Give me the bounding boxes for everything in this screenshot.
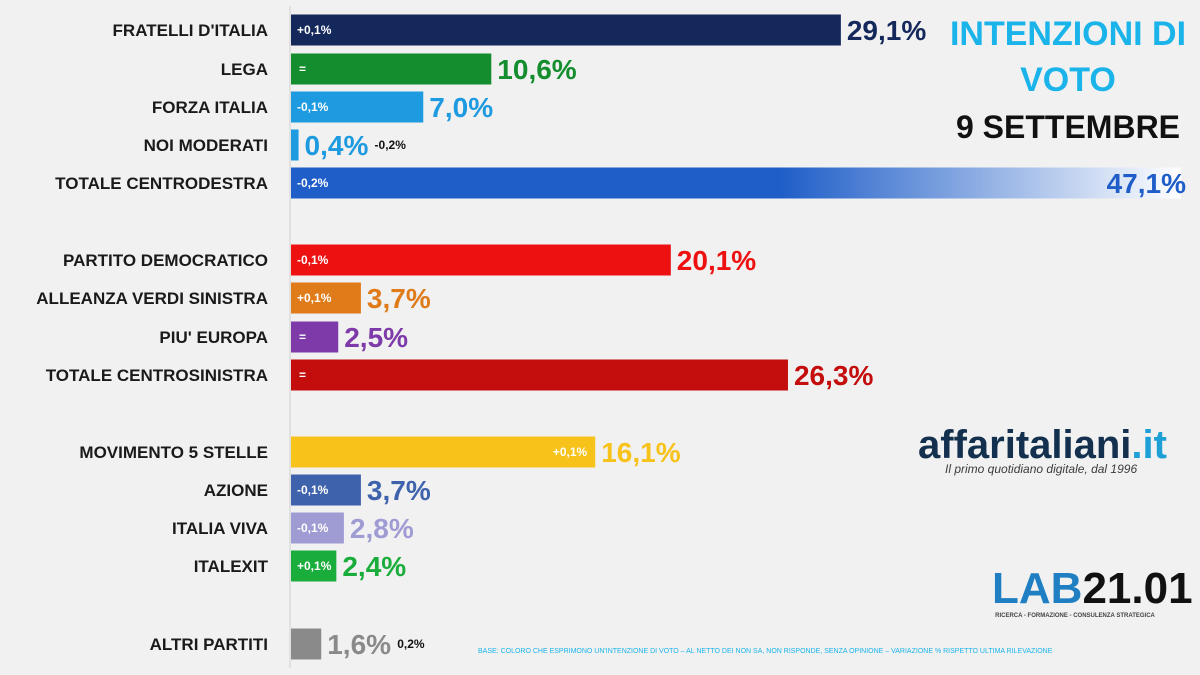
lab2101-logo-prefix: LAB — [992, 564, 1082, 613]
value-label: 2,4% — [342, 551, 406, 582]
bar — [291, 474, 361, 506]
affaritaliani-logo: affaritaliani.it — [918, 423, 1167, 467]
change-label: +0,1% — [553, 445, 588, 459]
affaritaliani-logo-main: affaritaliani — [918, 423, 1131, 467]
change-label: +0,1% — [297, 559, 332, 573]
change-label: +0,1% — [297, 291, 332, 305]
change-label: +0,1% — [297, 23, 332, 37]
category-label: PIU' EUROPA — [159, 328, 268, 347]
value-label: 7,0% — [429, 92, 493, 123]
category-label: ITALEXIT — [194, 557, 269, 576]
value-label: 2,5% — [344, 322, 408, 353]
survey-date: 9 SETTEMBRE — [956, 109, 1180, 145]
bar — [291, 53, 492, 85]
category-label: TOTALE CENTRODESTRA — [55, 174, 268, 193]
change-label: -0,1% — [297, 521, 329, 535]
change-label: = — [299, 62, 306, 76]
category-label: ALLEANZA VERDI SINISTRA — [36, 289, 268, 308]
value-label: 3,7% — [367, 475, 431, 506]
lab2101-logo: LAB21.01 — [992, 564, 1193, 613]
bar — [291, 282, 361, 314]
value-label: 16,1% — [601, 437, 680, 468]
bar — [291, 244, 671, 276]
change-label: -0,1% — [297, 483, 329, 497]
category-label: MOVIMENTO 5 STELLE — [79, 443, 268, 462]
change-label: -0,2% — [375, 138, 407, 152]
affaritaliani-tagline: Il primo quotidiano digitale, dal 1996 — [945, 462, 1137, 476]
lab2101-tagline: RICERCA - FORMAZIONE - CONSULENZA STRATE… — [995, 613, 1155, 619]
value-label: 0,4% — [305, 130, 369, 161]
change-label: 0,2% — [397, 637, 425, 651]
base-footnote: BASE: COLORO CHE ESPRIMONO UN'INTENZIONE… — [478, 648, 1053, 655]
category-label: FRATELLI D'ITALIA — [113, 21, 268, 40]
affaritaliani-logo-tld: .it — [1131, 423, 1167, 467]
bar — [291, 167, 1181, 199]
category-label: FORZA ITALIA — [152, 98, 268, 117]
category-label: ALTRI PARTITI — [150, 635, 268, 654]
bars-layer: FRATELLI D'ITALIA 29,1% +0,1% LEGA 10,6% = FOR… — [36, 14, 1186, 660]
change-label: = — [299, 330, 306, 344]
value-label: 2,8% — [350, 513, 414, 544]
category-label: PARTITO DEMOCRATICO — [63, 251, 268, 270]
value-label: 20,1% — [677, 245, 756, 276]
lab2101-logo-number: 21.01 — [1082, 564, 1192, 613]
bar — [291, 14, 841, 46]
bar — [291, 91, 424, 123]
value-label: 3,7% — [367, 283, 431, 314]
change-label: = — [299, 368, 306, 382]
change-label: -0,1% — [297, 253, 329, 267]
category-label: AZIONE — [204, 481, 268, 500]
category-label: NOI MODERATI — [144, 136, 268, 155]
change-label: -0,2% — [297, 176, 329, 190]
bar — [291, 550, 337, 582]
bar — [291, 512, 344, 544]
bar — [291, 436, 596, 468]
value-label: 10,6% — [497, 54, 576, 85]
bar — [291, 321, 339, 353]
category-label: LEGA — [221, 60, 268, 79]
chart-title-line2: VOTO — [1020, 61, 1116, 99]
category-label: TOTALE CENTROSINISTRA — [46, 366, 268, 385]
change-label: -0,1% — [297, 100, 329, 114]
bar — [291, 129, 299, 161]
value-label: 29,1% — [847, 15, 926, 46]
value-label: 1,6% — [327, 629, 391, 660]
value-label: 47,1% — [1107, 168, 1186, 199]
category-label: ITALIA VIVA — [172, 519, 268, 538]
chart-title-line1: INTENZIONI DI — [950, 15, 1186, 53]
value-label: 26,3% — [794, 360, 873, 391]
bar — [291, 359, 788, 391]
bar — [291, 628, 322, 660]
